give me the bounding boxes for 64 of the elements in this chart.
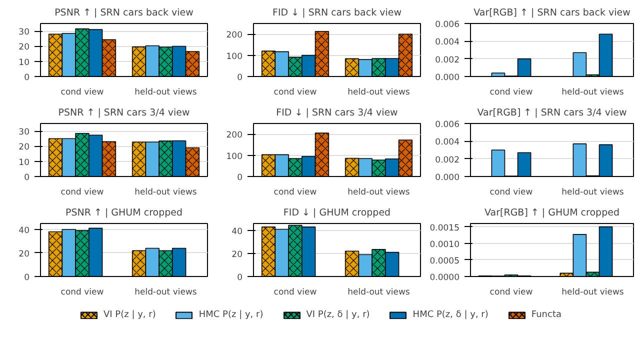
y-tick-label: 0.002 (435, 55, 460, 66)
x-tick-label: cond view (274, 88, 317, 98)
y-tick-label: 20 (18, 42, 30, 53)
x-tick-label: held-out views (348, 288, 410, 298)
legend-label: HMC P(z | y, r) (198, 310, 264, 320)
y-tick-label: 20 (18, 142, 30, 153)
x-tick-label: held-out views (348, 188, 410, 198)
y-tick-label: 100 (226, 152, 243, 162)
legend-label: VI P(z, δ | y, r) (306, 310, 370, 320)
legend-label: Functa (531, 310, 562, 320)
x-tick-label: held-out views (134, 188, 198, 198)
x-tick-label: cond view (60, 88, 104, 98)
x-tick-label: cond view (274, 288, 317, 298)
legend-label: VI P(z | y, r) (104, 310, 156, 320)
y-tick-label: 0.006 (435, 20, 460, 30)
x-tick-label: cond view (490, 88, 533, 98)
y-tick-label: 0.004 (435, 138, 460, 148)
y-tick-label: 40 (232, 226, 243, 237)
y-tick-label: 0.000 (435, 73, 460, 83)
y-tick-label: 0 (24, 173, 30, 183)
legend-label: HMC P(z, δ | y, r) (412, 310, 488, 320)
x-tick-label: held-out views (562, 88, 624, 98)
chart-title: Var[RGB] ↑ | SRN cars 3/4 view (477, 108, 627, 118)
y-tick-label: 40 (18, 226, 30, 236)
y-tick-label: 0.002 (435, 155, 460, 166)
y-tick-label: 30 (18, 28, 30, 38)
y-tick-label: 10 (18, 158, 30, 168)
chart-title: PSNR ↑ | GHUM cropped (65, 208, 183, 218)
y-tick-label: 200 (226, 130, 243, 141)
y-tick-label: 0 (237, 73, 243, 83)
y-tick-label: 200 (226, 30, 243, 41)
y-tick-label: 0.000 (435, 173, 460, 183)
y-tick-label: 100 (226, 52, 243, 62)
y-tick-label: 30 (18, 128, 30, 138)
y-tick-label: 0.006 (435, 120, 460, 130)
x-tick-label: held-out views (134, 88, 198, 98)
x-tick-label: held-out views (134, 288, 198, 298)
chart-title: FID ↓ | SRN cars back view (272, 8, 402, 18)
x-tick-label: cond view (490, 188, 533, 198)
y-tick-label: 0.0000 (430, 273, 460, 283)
x-tick-label: cond view (60, 188, 104, 198)
chart-title: Var[RGB] ↑ | SRN cars back view (474, 8, 631, 18)
y-tick-label: 20 (18, 249, 30, 260)
x-tick-label: held-out views (348, 88, 410, 98)
chart-title: FID ↓ | GHUM cropped (283, 208, 391, 218)
chart-title: PSNR ↑ | SRN cars back view (54, 8, 194, 18)
x-tick-label: cond view (60, 288, 104, 298)
chart-title: Var[RGB] ↑ | GHUM cropped (484, 208, 620, 218)
y-tick-label: 0.0010 (430, 240, 460, 250)
y-tick-label: 0.0005 (430, 256, 460, 266)
chart-title: PSNR ↑ | SRN cars 3/4 view (58, 108, 190, 118)
x-tick-label: cond view (490, 288, 533, 298)
chart-title: FID ↓ | SRN cars 3/4 view (276, 108, 398, 118)
x-tick-label: held-out views (562, 188, 624, 198)
y-tick-label: 0.004 (435, 38, 460, 48)
y-tick-label: 20 (232, 250, 243, 260)
x-tick-label: cond view (274, 188, 317, 198)
y-tick-label: 0 (24, 273, 30, 283)
y-tick-label: 0 (237, 273, 243, 283)
y-tick-label: 10 (18, 58, 30, 68)
x-tick-label: held-out views (562, 288, 624, 298)
y-tick-label: 0.0015 (430, 223, 460, 234)
y-tick-label: 0 (24, 73, 30, 83)
y-tick-label: 0 (237, 173, 243, 183)
